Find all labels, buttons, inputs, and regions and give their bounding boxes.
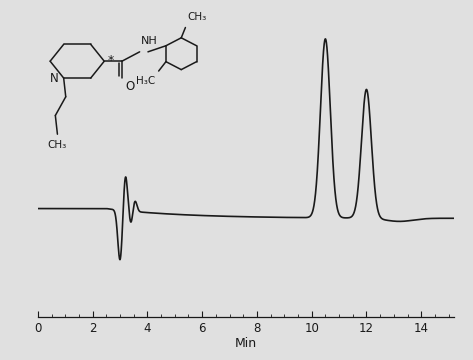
X-axis label: Min: Min [235, 337, 257, 350]
Text: H₃C: H₃C [136, 76, 156, 86]
Text: O: O [125, 80, 134, 93]
Text: CH₃: CH₃ [48, 140, 67, 150]
Text: N: N [50, 72, 59, 85]
Text: *: * [108, 54, 114, 67]
Text: CH₃: CH₃ [187, 12, 207, 22]
Text: NH: NH [140, 36, 158, 46]
